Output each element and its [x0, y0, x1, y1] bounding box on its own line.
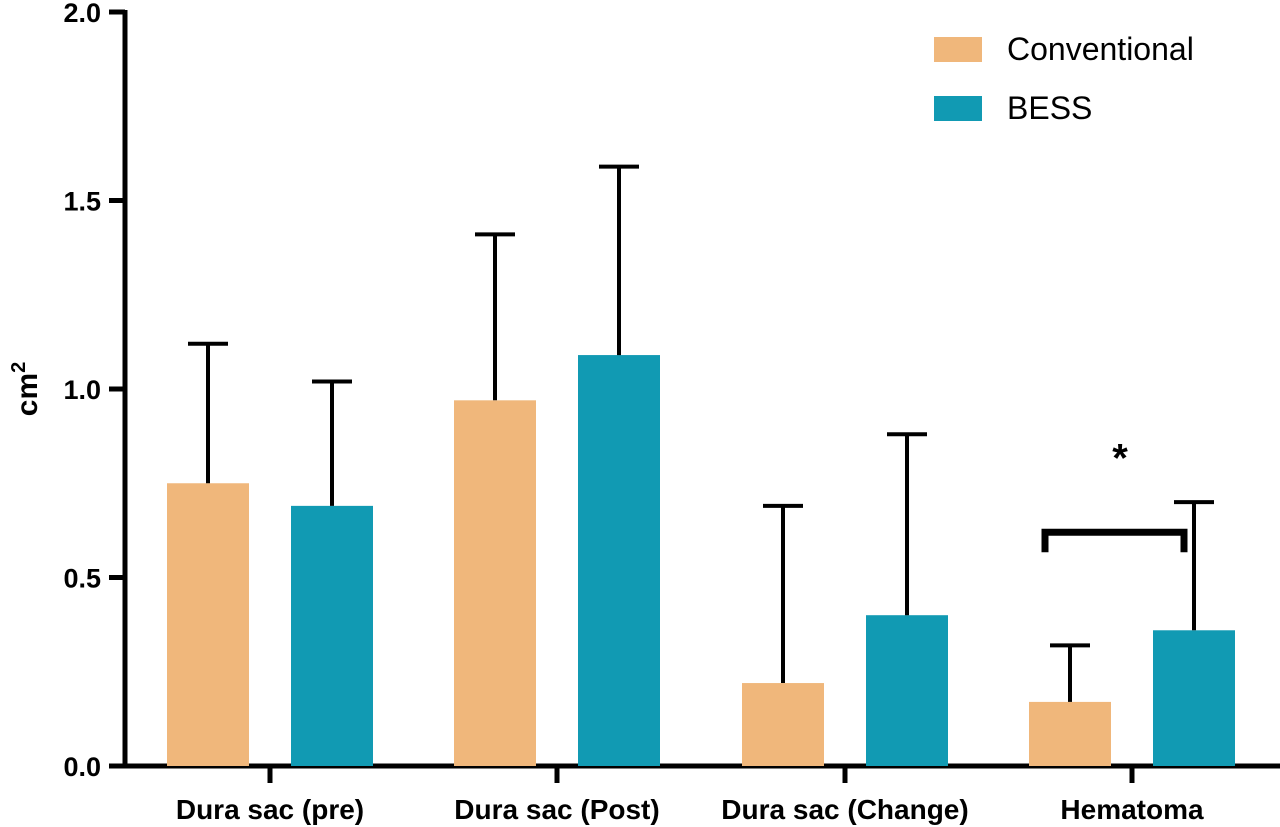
x-ticks: Dura sac (pre) Dura sac (Post) Dura sac (C…: [176, 766, 1204, 825]
bar: [578, 355, 660, 766]
bar: [291, 505, 373, 766]
y-tick-label: 1.5: [63, 187, 101, 217]
error-bars: [188, 164, 1214, 702]
y-tick-label: 0.0: [63, 752, 101, 782]
significance-label: *: [1112, 436, 1128, 480]
significance-bracket: [1041, 528, 1188, 553]
annotations: *: [1041, 436, 1188, 553]
bars: [167, 355, 1235, 766]
y-axis-title: cm2: [8, 362, 44, 416]
bar: [866, 615, 948, 766]
legend-label: BESS: [1007, 90, 1092, 126]
x-tick-label: Dura sac (pre): [176, 794, 364, 825]
bar: [167, 483, 249, 766]
y-tick-label: 0.5: [63, 564, 101, 594]
bar: [742, 683, 824, 766]
x-tick-label: Dura sac (Post): [454, 794, 659, 825]
legend-label: Conventional: [1007, 31, 1194, 67]
bar: [1153, 630, 1235, 766]
x-tick-label: Dura sac (Change): [721, 794, 968, 825]
y-ticks: 0.0 0.5 1.0 1.5 2.0: [63, 0, 125, 782]
legend-swatch: [934, 37, 982, 62]
y-axis-title-superscript: 2: [8, 362, 30, 373]
y-tick-label: 1.0: [63, 375, 101, 405]
y-tick-label: 2.0: [63, 0, 101, 28]
y-axis-title-base: cm: [11, 373, 44, 416]
legend: Conventional BESS: [934, 31, 1194, 126]
bar: [1029, 701, 1111, 766]
bar: [454, 400, 536, 766]
legend-swatch: [934, 96, 982, 121]
x-tick-label: Hematoma: [1060, 794, 1204, 825]
